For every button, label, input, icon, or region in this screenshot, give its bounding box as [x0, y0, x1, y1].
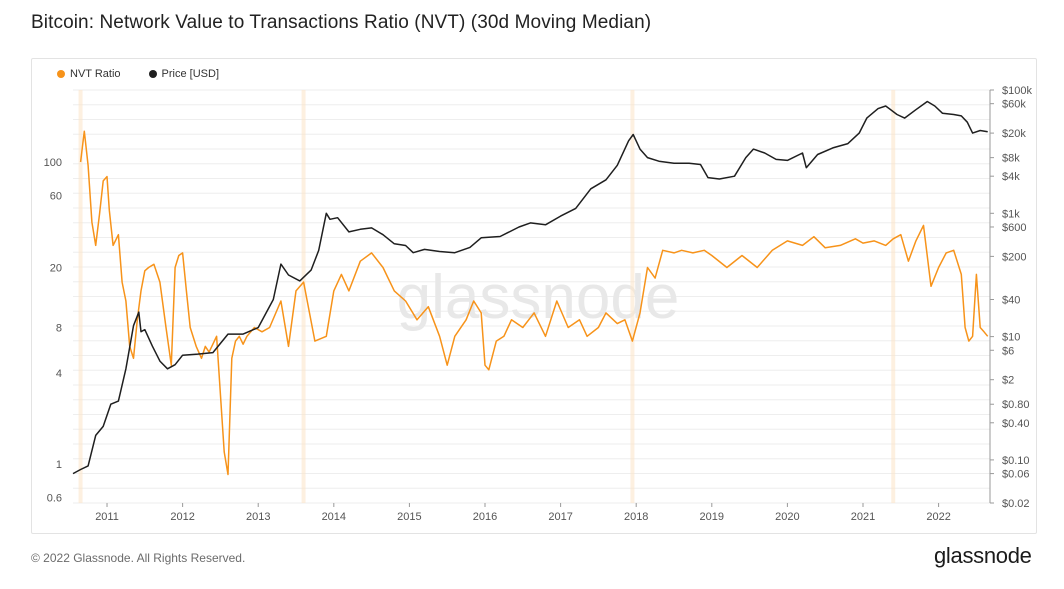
shade-band — [891, 90, 896, 503]
right-tick-label: $20k — [1002, 128, 1026, 140]
right-tick-label: $0.10 — [1002, 455, 1030, 467]
left-tick-label: 20 — [50, 262, 62, 274]
right-tick-label: $0.40 — [1002, 418, 1030, 430]
copyright-text: © 2022 Glassnode. All Rights Reserved. — [31, 551, 246, 565]
shade-band — [78, 90, 83, 503]
legend-dot-nvt — [57, 70, 65, 78]
legend-item-nvt[interactable]: NVT Ratio — [57, 68, 121, 80]
right-tick-label: $0.02 — [1002, 498, 1030, 510]
left-tick-label: 4 — [56, 368, 62, 380]
shade-band — [630, 90, 635, 503]
x-tick-label: 2012 — [170, 511, 194, 523]
x-tick-label: 2011 — [95, 511, 119, 523]
shade-layer — [78, 90, 896, 503]
x-tick-label: 2017 — [548, 511, 572, 523]
x-tick-label: 2016 — [473, 511, 497, 523]
right-tick-label: $8k — [1002, 153, 1020, 165]
brand-logo[interactable]: glassnode — [934, 543, 1032, 568]
x-tick-label: 2022 — [926, 511, 950, 523]
x-tick-label: 2015 — [397, 511, 421, 523]
x-tick-label: 2021 — [851, 511, 875, 523]
left-tick-label: 8 — [56, 323, 62, 335]
legend: NVT Ratio Price [USD] — [57, 68, 219, 80]
left-tick-label: 60 — [50, 190, 62, 202]
right-tick-label: $0.80 — [1002, 399, 1030, 411]
x-tick-label: 2018 — [624, 511, 648, 523]
legend-label-price: Price [USD] — [161, 68, 220, 80]
price-line — [72, 100, 988, 475]
right-tick-label: $1k — [1002, 208, 1020, 220]
right-tick-label: $6 — [1002, 345, 1014, 357]
right-tick-label: $100k — [1002, 85, 1032, 97]
x-tick-label: 2019 — [700, 511, 724, 523]
nvt-ratio-line — [79, 130, 989, 476]
x-tick-label: 2013 — [246, 511, 270, 523]
legend-item-price[interactable]: Price [USD] — [148, 68, 220, 80]
right-tick-label: $0.06 — [1002, 469, 1030, 481]
legend-dot-price — [148, 70, 157, 78]
right-tick-label: $600 — [1002, 222, 1026, 234]
shade-band — [301, 90, 306, 503]
chart-title: Bitcoin: Network Value to Transactions R… — [31, 12, 652, 33]
right-tick-label: $200 — [1002, 251, 1026, 263]
right-tick-label: $40 — [1002, 294, 1020, 306]
series-layer — [72, 100, 989, 476]
x-tick-label: 2014 — [322, 511, 346, 523]
grid-layer — [73, 89, 990, 504]
axis-layer: 2011 2012 2013 2014 2015 2016 2017 2018 2019 2020… — [44, 85, 1033, 523]
x-tick-label: 2020 — [775, 511, 799, 523]
left-tick-label: 0.6 — [47, 492, 62, 504]
right-tick-label: $2 — [1002, 375, 1014, 387]
legend-label-nvt: NVT Ratio — [70, 68, 121, 80]
left-tick-label: 1 — [56, 459, 62, 471]
left-tick-label: 100 — [44, 157, 62, 169]
right-tick-label: $4k — [1002, 171, 1020, 183]
right-tick-label: $60k — [1002, 99, 1026, 111]
right-tick-label: $10 — [1002, 332, 1020, 344]
